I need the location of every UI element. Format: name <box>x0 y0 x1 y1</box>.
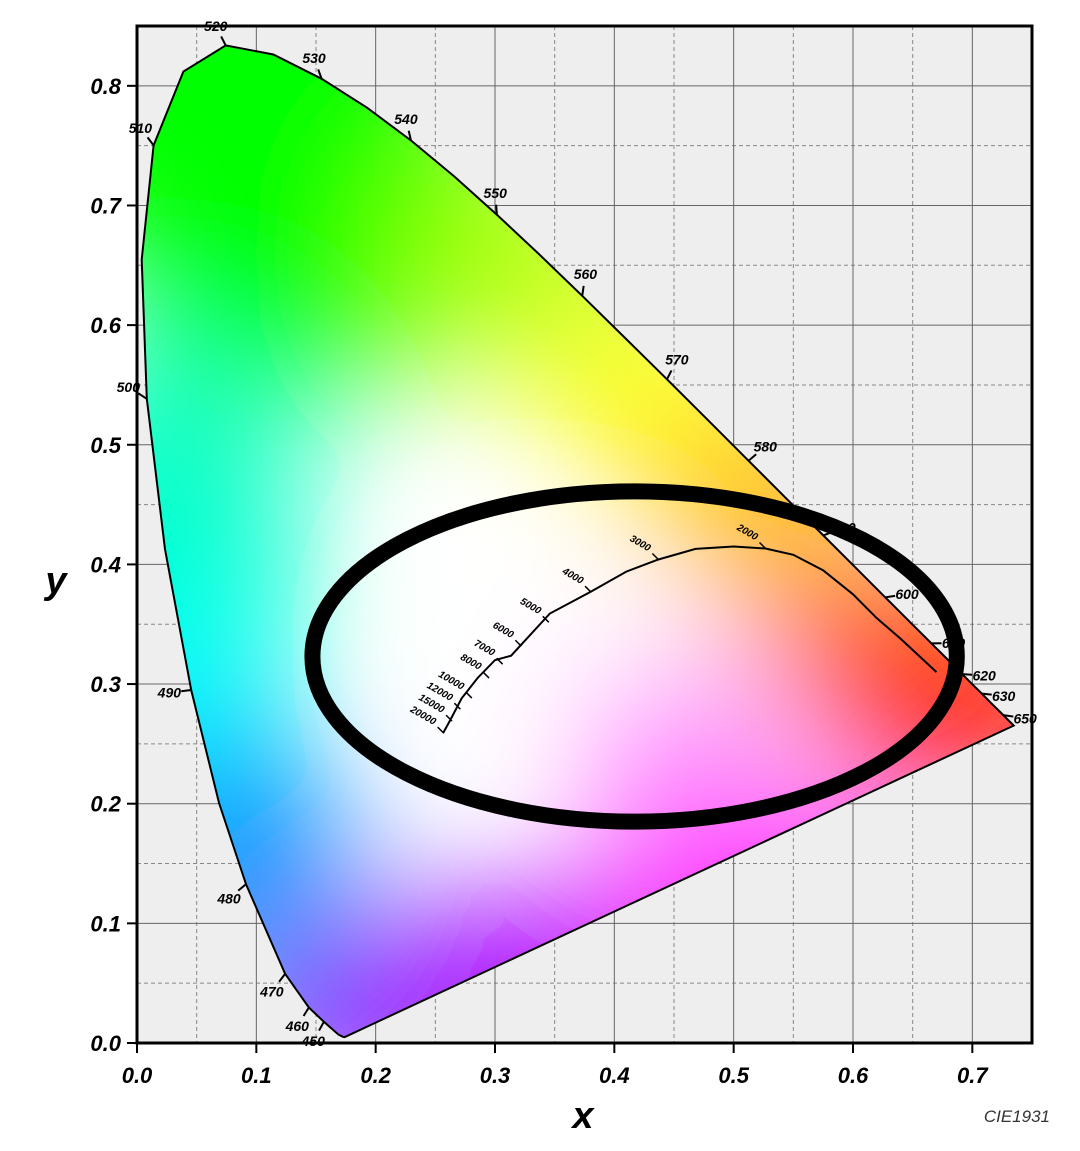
cct-tick <box>514 639 522 647</box>
wavelength-label: 530 <box>302 50 326 66</box>
wavelength-label: 600 <box>895 586 919 602</box>
cct-tick <box>445 714 453 722</box>
wavelength-tick <box>962 673 973 676</box>
x-tick-label: 0.6 <box>838 1063 869 1088</box>
cct-tick <box>496 657 504 665</box>
wavelength-label: 620 <box>972 667 996 683</box>
chart-credit: CIE1931 <box>984 1107 1050 1126</box>
wavelength-tick <box>981 692 992 696</box>
wavelength-tick <box>317 69 323 80</box>
wavelength-tick <box>581 285 585 296</box>
wavelength-label: 480 <box>216 890 241 906</box>
wavelength-label: 560 <box>574 266 598 282</box>
x-tick-label: 0.3 <box>480 1063 511 1088</box>
gamut-color-blob <box>578 672 770 840</box>
y-tick-label: 0.6 <box>90 313 121 338</box>
y-axis-ticks: 0.0 0.1 0.2 0.3 0.4 0.5 0.6 0.7 0.8 <box>90 74 137 1056</box>
x-tick-label: 0.7 <box>957 1063 989 1088</box>
cct-tick <box>651 552 659 561</box>
wavelength-label: 450 <box>301 1033 326 1049</box>
wavelength-label: 510 <box>129 120 153 136</box>
x-tick-label: 0.5 <box>718 1063 749 1088</box>
wavelength-label: 460 <box>285 1018 310 1034</box>
x-tick-label: 0.1 <box>241 1063 272 1088</box>
wavelength-tick <box>278 973 286 983</box>
wavelength-tick <box>302 1006 310 1017</box>
wavelength-tick <box>237 883 247 892</box>
cct-tick <box>453 702 461 710</box>
x-axis-ticks: 0.0 0.1 0.2 0.3 0.4 0.5 0.6 0.7 <box>122 1043 989 1088</box>
wavelength-tick <box>220 36 227 46</box>
x-tick-label: 0.4 <box>599 1063 630 1088</box>
cct-tick <box>758 541 767 550</box>
cct-tick <box>542 615 550 623</box>
wavelength-label: 490 <box>157 685 182 701</box>
x-tick-label: 0.0 <box>122 1063 153 1088</box>
wavelength-label: 540 <box>394 111 418 127</box>
y-tick-label: 0.8 <box>90 74 121 99</box>
wavelength-label: 630 <box>992 688 1016 704</box>
y-tick-label: 0.1 <box>90 911 121 936</box>
y-tick-label: 0.4 <box>90 552 121 577</box>
y-axis-title: y <box>43 560 68 602</box>
spectral-locus <box>140 44 1016 1039</box>
x-axis-title: x <box>570 1095 595 1137</box>
planckian-locus <box>442 545 938 734</box>
wavelength-label: 580 <box>754 438 778 454</box>
wavelength-tick <box>495 204 498 215</box>
y-tick-label: 0.7 <box>90 193 122 218</box>
wavelength-label: 570 <box>665 352 689 368</box>
y-tick-label: 0.2 <box>90 792 121 817</box>
wavelength-label: 500 <box>117 379 141 395</box>
wavelength-tick <box>666 369 673 380</box>
gamut-color-blob <box>447 576 615 720</box>
wavelength-tick <box>146 136 155 147</box>
y-tick-label: 0.0 <box>90 1031 121 1056</box>
highlight-ellipse <box>304 483 965 830</box>
cct-tick <box>482 671 490 679</box>
wavelength-tick <box>181 689 192 693</box>
wavelength-tick <box>1003 714 1014 718</box>
wavelength-tick <box>137 392 148 400</box>
wavelength-tick <box>318 1021 325 1032</box>
cct-tick <box>584 585 592 593</box>
wavelength-label: 470 <box>259 983 284 999</box>
wavelength-label: 550 <box>484 185 508 201</box>
wavelength-tick <box>407 130 412 141</box>
wavelength-tick <box>747 453 757 462</box>
wavelength-tick <box>885 594 896 599</box>
x-tick-label: 0.2 <box>360 1063 391 1088</box>
y-tick-label: 0.5 <box>90 433 121 458</box>
cct-tick <box>465 691 473 699</box>
cct-tick <box>437 726 445 734</box>
y-tick-label: 0.3 <box>90 672 121 697</box>
plot-frame <box>135 24 1034 1045</box>
